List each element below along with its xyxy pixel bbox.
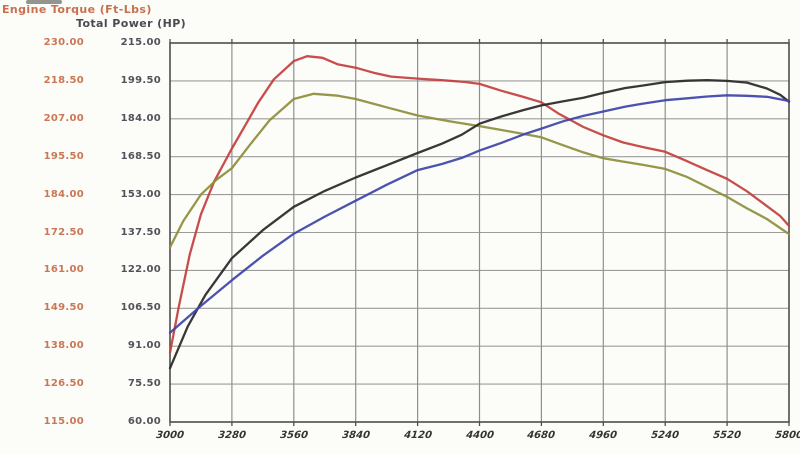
torque-tick-label: 207.00 xyxy=(43,112,84,124)
torque-tick-label: 161.00 xyxy=(43,264,84,276)
plot-frame xyxy=(169,42,790,423)
torque-red-curve xyxy=(168,55,791,354)
power-black-curve xyxy=(168,79,791,370)
power-tick-label: 137.50 xyxy=(120,226,161,238)
power-blue-curve xyxy=(168,94,791,334)
power-tick-label: 122.00 xyxy=(120,264,161,276)
power-tick-label: 91.00 xyxy=(127,340,161,352)
scan-artifact-smudge xyxy=(26,0,62,4)
power-tick-label: 153.00 xyxy=(120,188,161,200)
torque-olive-curve xyxy=(168,92,791,249)
torque-tick-label: 184.00 xyxy=(43,188,84,200)
torque-tick-label: 138.00 xyxy=(43,340,84,352)
torque-tick-label: 149.50 xyxy=(43,302,84,314)
torque-tick-label: 218.50 xyxy=(43,74,84,86)
power-tick-label: 106.50 xyxy=(120,302,161,314)
torque-tick-label: 195.50 xyxy=(43,150,84,162)
torque-axis-title: Engine Torque (Ft-Lbs) xyxy=(2,3,152,16)
torque-tick-label: 230.00 xyxy=(43,37,84,48)
power-axis-title: Total Power (HP) xyxy=(76,17,187,30)
torque-tick-label: 126.50 xyxy=(43,378,84,390)
power-tick-label: 184.00 xyxy=(120,112,161,124)
torque-tick-label: 115.00 xyxy=(43,416,84,427)
power-tick-label: 60.00 xyxy=(127,416,161,427)
power-tick-label: 168.50 xyxy=(120,150,161,162)
torque-tick-label: 172.50 xyxy=(43,226,84,238)
power-tick-label: 75.50 xyxy=(127,378,161,390)
power-tick-label: 215.00 xyxy=(120,37,161,48)
